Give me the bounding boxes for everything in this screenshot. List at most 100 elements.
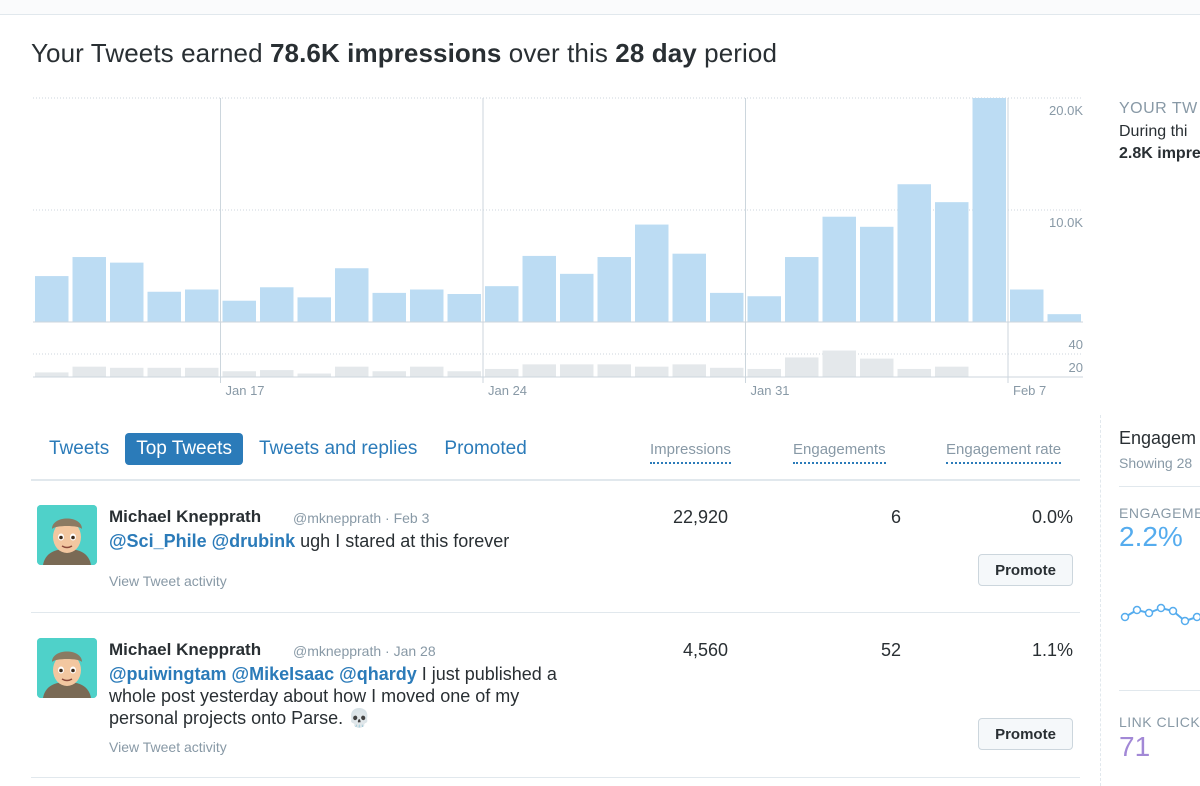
impressions-column-header[interactable]: Impressions: [650, 441, 731, 464]
impressions-bar: [372, 292, 406, 322]
engagement-rate-value: 2.2%: [1119, 521, 1183, 552]
x-tick-label: Jan 31: [751, 383, 790, 398]
impressions-bar: [747, 296, 781, 322]
impressions-bar: [860, 226, 894, 322]
tab-tweets[interactable]: Tweets: [49, 438, 110, 459]
impressions-bar: [897, 184, 931, 322]
engagements-bar: [485, 368, 519, 377]
impressions-bar: [222, 300, 256, 322]
headline-middle: over this: [501, 38, 616, 68]
engagements-bar: [785, 357, 819, 377]
your-tweets-heading: YOUR TW: [1119, 100, 1198, 117]
engagements-bar: [635, 366, 669, 377]
tweet-engagement-rate: 1.1%: [1031, 640, 1073, 660]
engagements-subtitle: Showing 28: [1119, 455, 1193, 471]
promote-button[interactable]: Promote: [978, 554, 1073, 586]
engagements-bar: [447, 371, 481, 377]
view-tweet-activity-link[interactable]: View Tweet activity: [109, 739, 227, 755]
engagement-rate-column-header[interactable]: Engagement rate: [946, 441, 1062, 464]
tweet-text: @puiwingtam @MikeIsaac @qhardy I just pu…: [109, 663, 589, 729]
engagements-bar: [710, 367, 744, 377]
engagements-bar: [185, 367, 219, 377]
engagements-bar: [222, 371, 256, 377]
sparkline-point: [1132, 605, 1142, 615]
x-tick-label: Feb 7: [1013, 383, 1046, 398]
impressions-bar: [260, 287, 294, 322]
tweet-body: ugh I stared at this forever: [295, 531, 510, 551]
impressions-bar: [1010, 289, 1044, 322]
impressions-bar: [185, 289, 219, 322]
sparkline-point: [1168, 606, 1178, 616]
link-clicks-label: LINK CLICKS: [1119, 714, 1200, 730]
tab-promoted[interactable]: Promoted: [444, 438, 527, 459]
sparkline-point: [1180, 616, 1190, 626]
engagements-bar: [110, 367, 144, 377]
top-bar: [0, 0, 1200, 15]
tweet-author-name[interactable]: Michael Knepprath: [109, 507, 262, 526]
tweet-handle-date[interactable]: @mknepprath · Feb 3: [293, 510, 430, 526]
impressions-bar: [672, 253, 706, 322]
tweet-body: I just published a whole post yesterday …: [109, 664, 557, 728]
avatar-face-icon: [37, 638, 97, 698]
tweet-text: @Sci_Phile @drubink ugh I stared at this…: [109, 530, 589, 552]
y-tick-label: 10.0K: [1049, 215, 1083, 230]
impressions-bar: [35, 276, 69, 322]
engagements-bar: [935, 366, 969, 377]
engagements-bar: [72, 366, 106, 377]
your-tweets-during: During thi: [1119, 123, 1188, 140]
impressions-bar: [560, 273, 594, 322]
engagements-bar: [672, 364, 706, 377]
impressions-bar: [447, 294, 481, 322]
tweet-mentions[interactable]: @puiwingtam @MikeIsaac @qhardy: [109, 664, 417, 684]
impressions-bar: [110, 262, 144, 322]
tweet-impressions: 4,560: [682, 640, 728, 660]
sparkline-point: [1144, 608, 1154, 618]
tweet-author-name[interactable]: Michael Knepprath: [109, 640, 262, 659]
tweet-impressions: 22,920: [672, 507, 728, 527]
impressions-bar: [785, 257, 819, 322]
y-tick-label: 20.0K: [1049, 103, 1083, 118]
headline-prefix: Your Tweets earned: [31, 38, 270, 68]
engagements-bar: [822, 350, 856, 377]
x-tick-label: Jan 24: [488, 383, 527, 398]
engagement-rate-label: ENGAGEME: [1119, 505, 1200, 521]
impressions-bar: [297, 297, 331, 322]
tab-top-tweets[interactable]: Top Tweets: [125, 433, 243, 465]
impressions-bar: [147, 291, 181, 322]
engagements-bar: [147, 367, 181, 377]
impressions-bar: [935, 202, 969, 322]
sparkline-point: [1192, 612, 1200, 622]
view-tweet-activity-link[interactable]: View Tweet activity: [109, 573, 227, 589]
avatar[interactable]: [37, 638, 97, 698]
avatar[interactable]: [37, 505, 97, 565]
engagements-divider: [1119, 486, 1200, 487]
tweet-mentions[interactable]: @Sci_Phile @drubink: [109, 531, 296, 551]
impressions-bar: [635, 224, 669, 322]
tweet-engagement-rate: 0.0%: [1031, 507, 1073, 527]
tweet-engagements: 6: [890, 507, 901, 527]
column-divider: [1100, 415, 1101, 786]
engagements-bar: [597, 364, 631, 377]
tweet-tabs: Tweets Top Tweets Tweets and replies Pro…: [38, 432, 543, 466]
impressions-bar: [597, 257, 631, 322]
engagements-bar: [522, 364, 556, 377]
page-headline: Your Tweets earned 78.6K impressions ove…: [31, 38, 777, 69]
promote-button[interactable]: Promote: [978, 718, 1073, 750]
impressions-bar: [522, 255, 556, 322]
impressions-bar: [1047, 314, 1081, 322]
impressions-bar: [485, 286, 519, 322]
list-top-border: [31, 479, 1080, 481]
engagements-column-header[interactable]: Engagements: [793, 441, 886, 464]
x-tick-label: Jan 17: [226, 383, 265, 398]
impressions-bar: [710, 292, 744, 322]
impressions-bar: [335, 268, 369, 322]
tab-tweets-and-replies[interactable]: Tweets and replies: [258, 438, 418, 459]
impressions-chart: 20.0K 10.0K 40 20 Jan 17 Jan 24 Jan 31 Feb 7: [33, 97, 1083, 398]
y2-tick-label: 20: [1069, 360, 1083, 375]
tweet-row: Michael Knepprath @mknepprath · Jan 28 @…: [31, 613, 1080, 778]
y2-tick-label: 40: [1069, 337, 1083, 352]
tweet-row: Michael Knepprath @mknepprath · Feb 3 @S…: [31, 481, 1080, 613]
engagement-sparkline: [1120, 603, 1200, 626]
tweet-handle-date[interactable]: @mknepprath · Jan 28: [293, 643, 436, 659]
sparkline-point: [1120, 612, 1130, 622]
